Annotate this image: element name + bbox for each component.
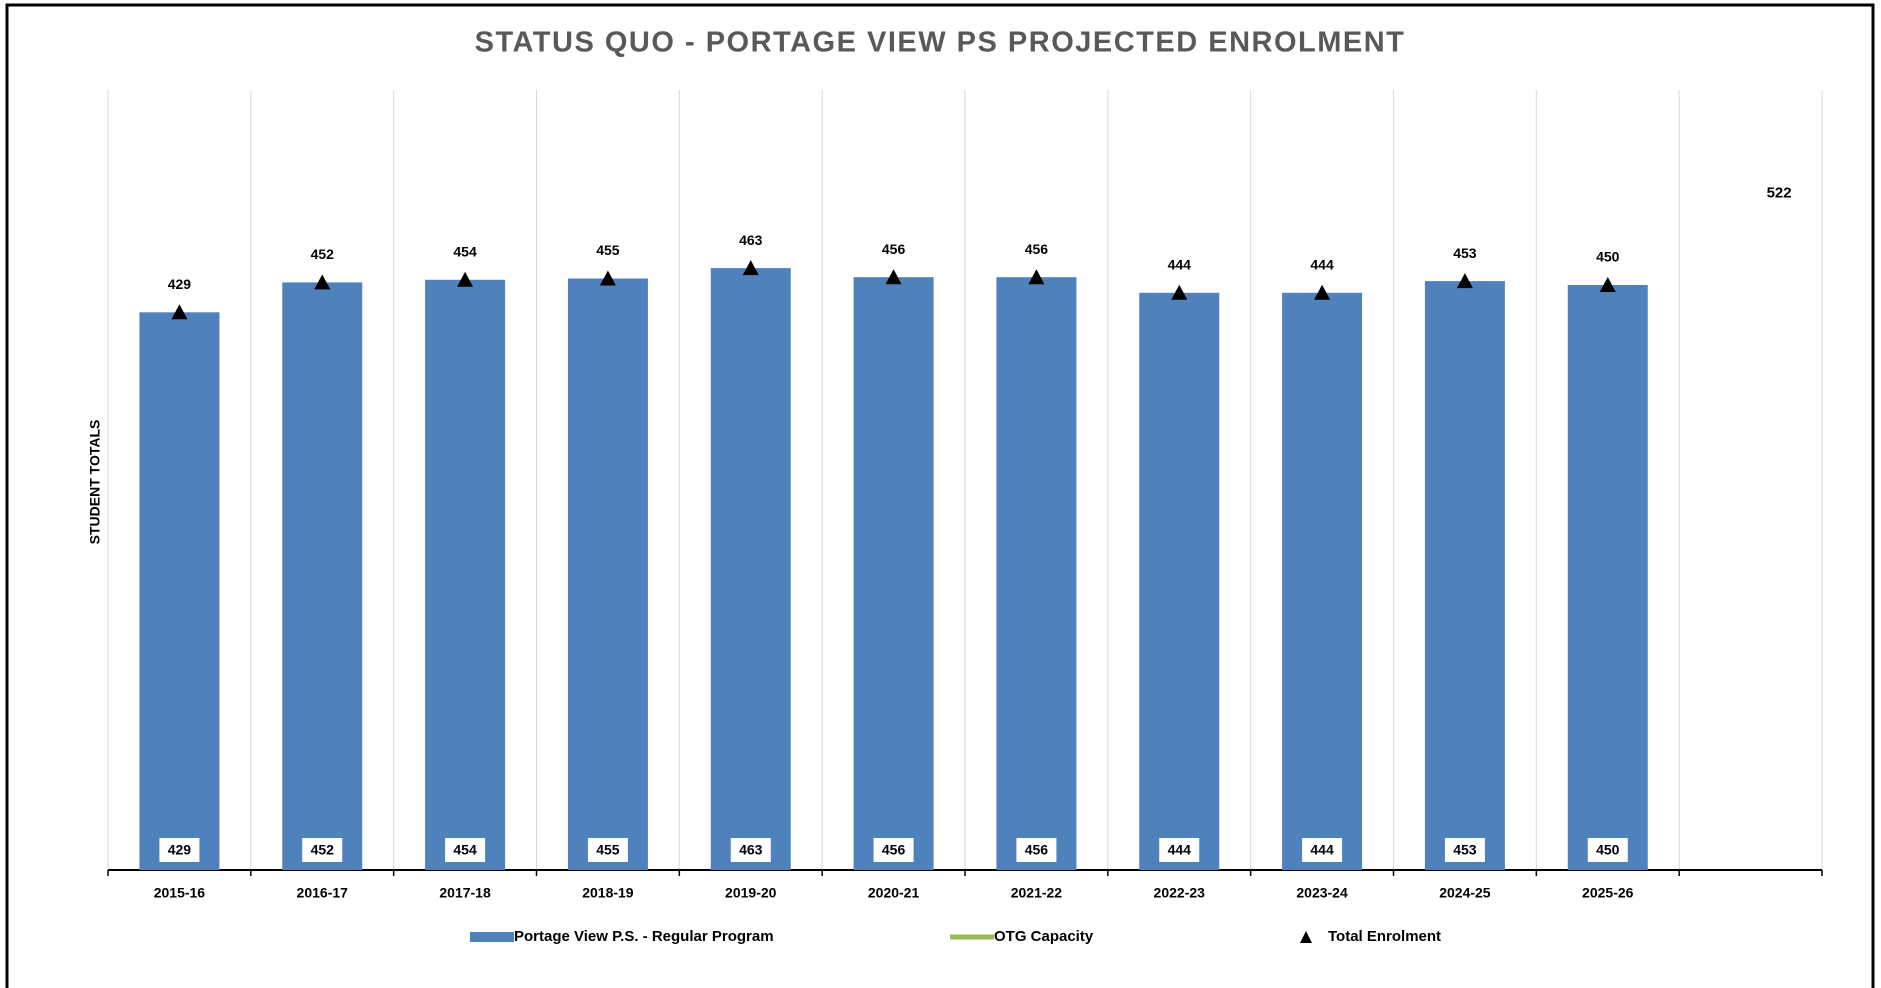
data-label: 455 — [596, 842, 620, 858]
bar — [853, 277, 934, 870]
bar — [282, 282, 363, 870]
bar — [996, 277, 1077, 870]
bar — [139, 312, 220, 870]
data-label: 452 — [311, 842, 335, 858]
marker — [885, 269, 902, 285]
marker — [1171, 284, 1188, 300]
data-label: 444 — [1310, 257, 1334, 273]
marker — [599, 270, 616, 286]
x-tick-label: 2021-22 — [1011, 885, 1063, 901]
marker — [457, 271, 474, 287]
data-label: 463 — [739, 232, 763, 248]
data-label-box — [1587, 838, 1628, 862]
marker — [1314, 284, 1331, 300]
frame — [5, 3, 1875, 988]
x-tick-label: 2015-16 — [154, 885, 206, 901]
x-tick-label: 2022-23 — [1154, 885, 1206, 901]
data-label: 429 — [168, 842, 192, 858]
data-label-box — [1159, 838, 1200, 862]
bar — [1282, 292, 1363, 870]
data-label: 444 — [1168, 257, 1192, 273]
legend-swatch — [1300, 931, 1312, 943]
data-label: 450 — [1596, 249, 1620, 265]
data-label: 453 — [1453, 245, 1477, 261]
marker — [742, 260, 759, 276]
data-label: 456 — [882, 241, 906, 257]
legend-label: OTG Capacity — [994, 928, 1094, 945]
x-tick-label: 2018-19 — [582, 885, 634, 901]
x-tick-label: 2025-26 — [1582, 885, 1634, 901]
data-label: 456 — [1025, 241, 1049, 257]
legend-label: Total Enrolment — [1328, 928, 1441, 945]
x-tick-label: 2020-21 — [868, 885, 920, 901]
data-label-box — [587, 838, 628, 862]
data-label: 444 — [1168, 842, 1192, 858]
x-tick-label: 2017-18 — [439, 885, 491, 901]
data-label: 455 — [596, 242, 620, 258]
data-label-box — [1444, 838, 1485, 862]
data-label-box — [159, 838, 200, 862]
marker — [1599, 277, 1616, 292]
bar — [567, 278, 648, 870]
x-tick-label: 2019-20 — [725, 885, 777, 901]
data-label: 444 — [1310, 842, 1334, 858]
marker — [171, 304, 188, 320]
data-label-box — [730, 838, 771, 862]
data-label-box — [302, 838, 343, 862]
data-label: 450 — [1596, 842, 1620, 858]
data-label: 452 — [311, 246, 335, 262]
marker — [314, 274, 331, 290]
legend-label: Portage View P.S. - Regular Program — [514, 928, 774, 945]
data-label: 453 — [1453, 842, 1477, 858]
bar — [1139, 292, 1220, 870]
x-tick-label: 2023-24 — [1296, 885, 1348, 901]
bar — [1567, 285, 1648, 870]
data-label-box — [1302, 838, 1343, 862]
chart-title: STATUS QUO - PORTAGE VIEW PS PROJECTED E… — [475, 27, 1406, 59]
marker — [1028, 269, 1045, 285]
data-label-box — [445, 838, 486, 862]
data-label: 456 — [1025, 842, 1049, 858]
x-tick-label: 2016-17 — [297, 885, 349, 901]
data-label: 454 — [453, 842, 477, 858]
marker — [1456, 273, 1473, 289]
x-tick-label: 2024-25 — [1439, 885, 1491, 901]
bar — [425, 279, 506, 870]
y-axis-label: STUDENT TOTALS — [87, 420, 103, 545]
data-label: 454 — [453, 244, 477, 260]
data-label-box — [873, 838, 914, 862]
bar — [1424, 281, 1505, 871]
legend-swatch — [470, 932, 514, 942]
data-label: 522 — [1767, 184, 1792, 201]
data-label: 463 — [739, 842, 763, 858]
data-label-box — [1016, 838, 1057, 862]
data-label: 456 — [882, 842, 906, 858]
bar — [710, 268, 791, 871]
data-label: 429 — [168, 276, 192, 292]
